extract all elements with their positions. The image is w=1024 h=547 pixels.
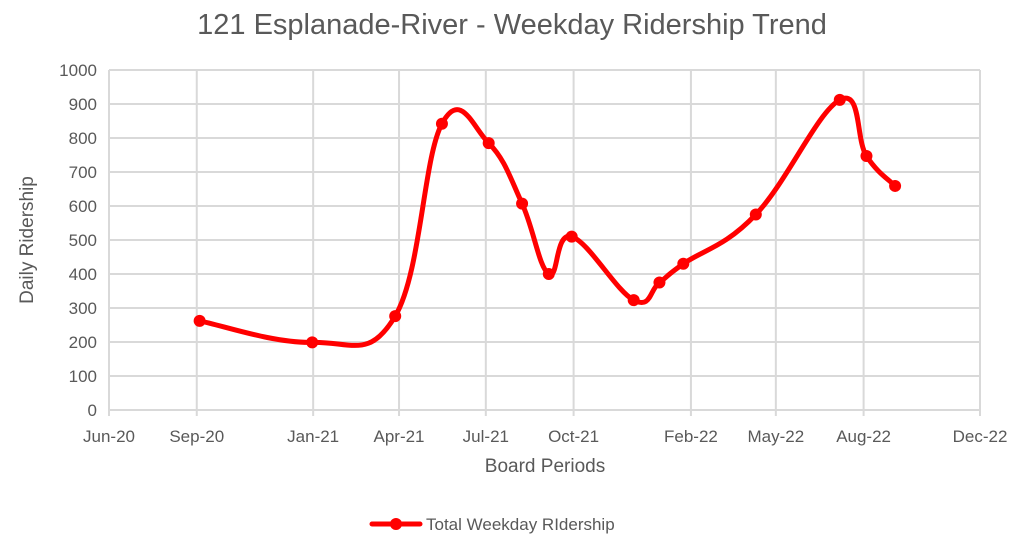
legend-series-label: Total Weekday RIdership [426, 515, 615, 534]
y-tick-label: 600 [69, 197, 97, 216]
data-point[interactable] [516, 197, 529, 210]
series-layer [193, 93, 902, 349]
data-point[interactable] [565, 230, 578, 243]
y-tick-label: 200 [69, 333, 97, 352]
y-tick-label: 700 [69, 163, 97, 182]
data-point[interactable] [389, 310, 402, 323]
x-tick-label: Dec-22 [953, 427, 1008, 446]
data-point[interactable] [435, 117, 448, 130]
gridlines [108, 69, 981, 416]
legend-marker-swatch [390, 518, 402, 530]
y-tick-label: 100 [69, 367, 97, 386]
x-tick-label: Feb-22 [664, 427, 718, 446]
data-point[interactable] [677, 257, 690, 270]
data-point[interactable] [306, 336, 319, 349]
data-point[interactable] [833, 93, 846, 106]
data-point[interactable] [627, 294, 640, 307]
x-tick-label: Jun-20 [83, 427, 135, 446]
data-point[interactable] [860, 150, 873, 163]
x-tick-label: Jul-21 [463, 427, 509, 446]
chart-title: 121 Esplanade-River - Weekday Ridership … [197, 9, 827, 41]
data-point[interactable] [749, 208, 762, 221]
data-point[interactable] [889, 179, 902, 192]
y-axis-title: Daily Ridership [17, 176, 38, 304]
x-tick-labels: Jun-20 Sep-20 Jan-21 Apr-21 Jul-21 Oct-21 Feb-… [83, 427, 1007, 446]
data-point[interactable] [193, 314, 206, 327]
y-tick-label: 900 [69, 95, 97, 114]
y-tick-label: 800 [69, 129, 97, 148]
y-tick-labels: 0 100 200 300 400 500 600 700 800 900 1000 [59, 61, 97, 420]
y-tick-label: 500 [69, 231, 97, 250]
x-tick-label: Sep-20 [169, 427, 224, 446]
x-axis-title: Board Periods [485, 456, 605, 477]
data-point[interactable] [542, 268, 555, 280]
series-line [197, 95, 898, 348]
y-tick-label: 0 [88, 401, 97, 420]
legend[interactable]: Total Weekday RIdership [369, 515, 615, 534]
x-tick-label: Apr-21 [373, 427, 424, 446]
x-tick-label: Jan-21 [287, 427, 339, 446]
x-tick-label: Oct-21 [548, 427, 599, 446]
y-tick-label: 1000 [59, 61, 97, 80]
data-point[interactable] [653, 276, 666, 289]
data-point[interactable] [482, 137, 495, 150]
x-tick-label: Aug-22 [836, 427, 891, 446]
x-tick-label: May-22 [748, 427, 805, 446]
y-tick-label: 300 [69, 299, 97, 318]
y-tick-label: 400 [69, 265, 97, 284]
